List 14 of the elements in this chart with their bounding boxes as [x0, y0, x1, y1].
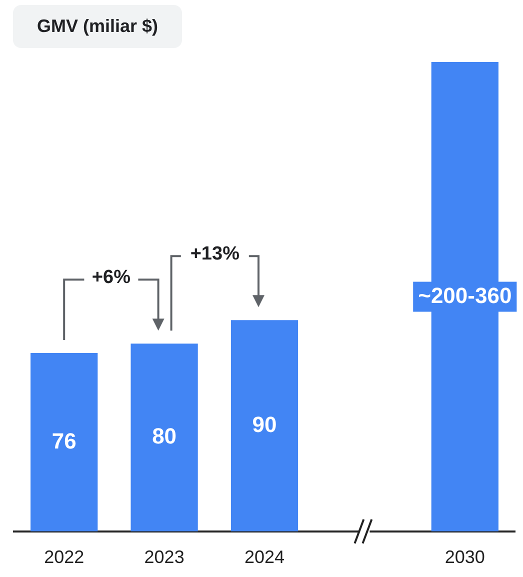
x-tick-label: 2030	[444, 547, 485, 568]
x-tick-label: 2023	[144, 547, 184, 568]
chart-title: GMV (miliar $)	[13, 5, 182, 48]
data-label: 80	[152, 424, 177, 449]
data-label: ~200-360	[418, 282, 512, 308]
bar	[30, 353, 98, 532]
annotation: +6%	[92, 266, 131, 288]
data-label: 90	[252, 412, 277, 437]
bar	[130, 344, 198, 532]
bar	[230, 320, 298, 532]
x-tick-label: 2022	[44, 547, 84, 568]
data-label: 76	[52, 428, 76, 454]
annotation: +13%	[190, 243, 240, 264]
x-tick-label: 2024	[244, 547, 285, 568]
